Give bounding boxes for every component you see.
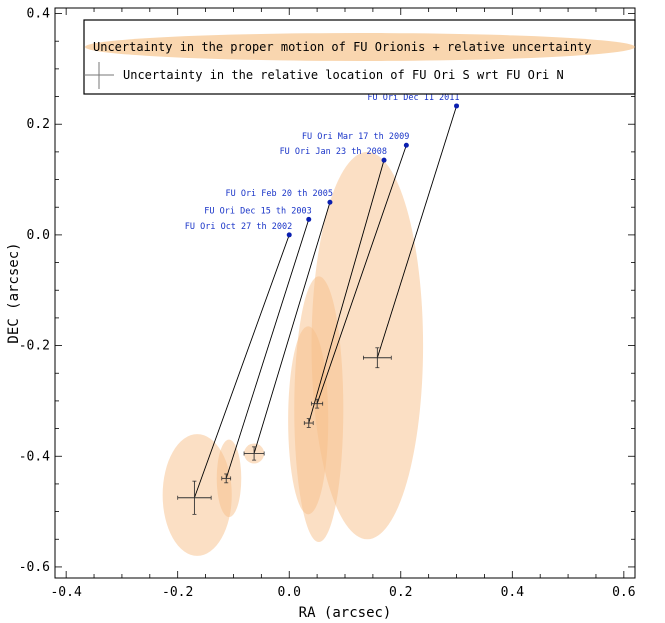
epoch-label-2: FU Ori Feb 20 th 2005 bbox=[225, 189, 332, 199]
legend: Uncertainty in the proper motion of FU O… bbox=[83, 19, 636, 95]
y-tick-label-1: -0.4 bbox=[19, 449, 50, 464]
legend-ellipse-swatch bbox=[85, 33, 635, 61]
y-tick-label-5: 0.4 bbox=[27, 7, 51, 22]
y-tick-label-0: -0.6 bbox=[19, 560, 50, 575]
north-point-0 bbox=[286, 232, 292, 238]
epoch-label-3: FU Ori Jan 23 th 2008 bbox=[280, 147, 387, 157]
error-crosses bbox=[177, 347, 392, 515]
motion-line-3 bbox=[308, 160, 385, 424]
north-point-2 bbox=[327, 199, 333, 205]
x-tick-label-3: 0.2 bbox=[389, 585, 412, 600]
legend-entry-proper-motion: Uncertainty in the proper motion of FU O… bbox=[93, 40, 592, 54]
y-tick-label-4: 0.2 bbox=[27, 117, 50, 132]
x-tick-label-2: 0.0 bbox=[277, 585, 300, 600]
motion-line-5 bbox=[376, 105, 457, 358]
north-point-1 bbox=[306, 216, 312, 222]
uncertainty-ellipses bbox=[162, 151, 424, 556]
motion-line-1 bbox=[225, 219, 310, 479]
x-tick-label-5: 0.6 bbox=[612, 585, 635, 600]
north-point-5 bbox=[454, 103, 460, 109]
epoch-label-1: FU Ori Dec 15 th 2003 bbox=[204, 206, 311, 216]
north-point-4 bbox=[403, 142, 409, 148]
motion-lines bbox=[193, 105, 457, 498]
north-point-3 bbox=[381, 157, 387, 163]
y-tick-label-2: -0.2 bbox=[19, 339, 50, 354]
x-axis-label: RA (arcsec) bbox=[299, 605, 392, 621]
y-axis-label: DEC (arcsec) bbox=[6, 242, 22, 343]
motion-line-0 bbox=[193, 234, 290, 498]
x-tick-label-0: -0.4 bbox=[50, 585, 81, 600]
uncertainty-ellipse-5 bbox=[311, 151, 424, 540]
epoch-label-4: FU Ori Mar 17 th 2009 bbox=[302, 132, 409, 142]
motion-line-4 bbox=[316, 145, 407, 404]
motion-line-2 bbox=[253, 202, 331, 454]
y-tick-label-3: 0.0 bbox=[27, 228, 50, 243]
north-points bbox=[286, 103, 460, 238]
epoch-label-0: FU Ori Oct 27 th 2002 bbox=[185, 222, 292, 232]
epoch-labels: FU Ori Oct 27 th 2002 FU Ori Dec 15 th 20… bbox=[185, 93, 460, 232]
axis-ticks: -0.4 -0.2 0.0 0.2 0.4 0.6-0.6-0.4-0.20.00.20.… bbox=[19, 7, 636, 600]
x-tick-label-1: -0.2 bbox=[162, 585, 193, 600]
x-tick-label-4: 0.4 bbox=[501, 585, 525, 600]
epoch-label-5: FU Ori Dec 11 2011 bbox=[367, 93, 459, 103]
legend-entry-relative-location: Uncertainty in the relative location of … bbox=[123, 68, 564, 82]
uncertainty-ellipse-0 bbox=[162, 434, 232, 556]
